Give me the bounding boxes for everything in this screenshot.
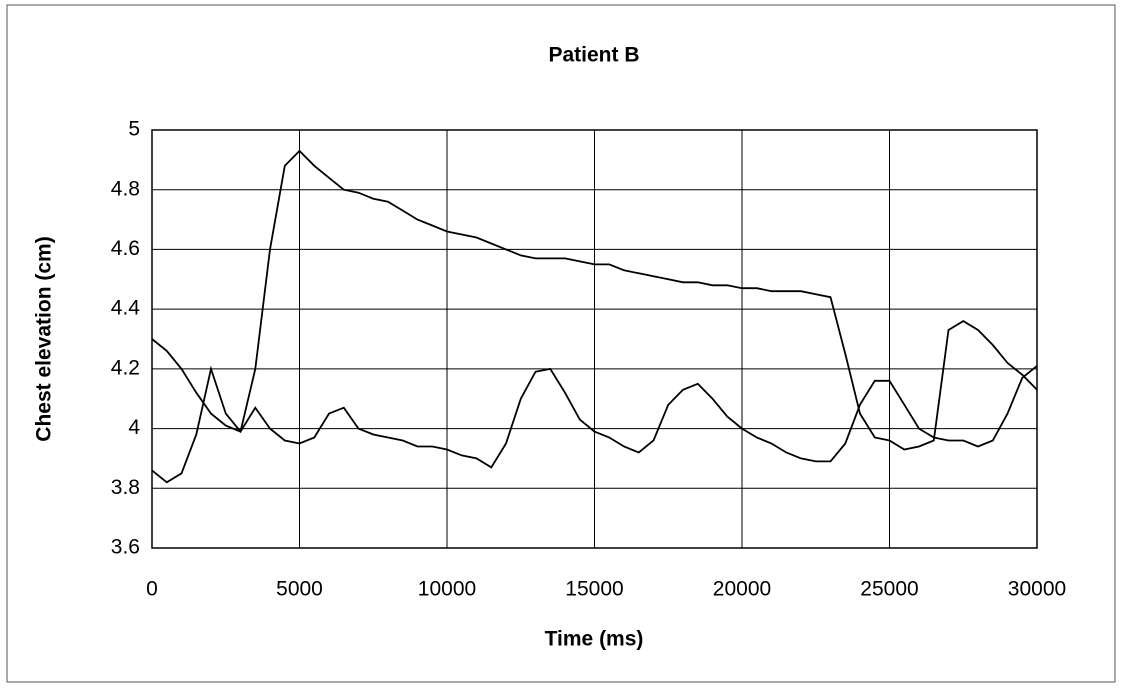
x-tick-label: 20000	[713, 578, 771, 601]
x-axis-label: Time (ms)	[545, 628, 644, 651]
x-tick-label: 15000	[565, 578, 623, 601]
y-tick-label: 5	[128, 118, 140, 141]
y-tick-label: 4.4	[111, 297, 141, 320]
y-tick-label: 4.2	[111, 356, 140, 379]
x-tick-label: 5000	[276, 578, 323, 601]
y-tick-label: 4.6	[111, 237, 140, 260]
line-series	[151, 365, 1038, 484]
y-tick-label: 3.6	[111, 536, 140, 559]
x-tick-label: 10000	[418, 578, 476, 601]
chart-frame	[6, 4, 1116, 683]
y-axis-label: Chest elevation (cm)	[33, 236, 56, 441]
y-tick-label: 4.8	[111, 177, 140, 200]
x-tick-label: 30000	[1008, 578, 1066, 601]
y-tick-label: 4	[128, 416, 140, 439]
x-tick-label: 25000	[860, 578, 918, 601]
y-tick-label: 3.8	[111, 476, 140, 499]
x-tick-label: 0	[146, 578, 158, 601]
line-series	[151, 149, 1038, 451]
chart-title: Patient B	[548, 44, 639, 67]
